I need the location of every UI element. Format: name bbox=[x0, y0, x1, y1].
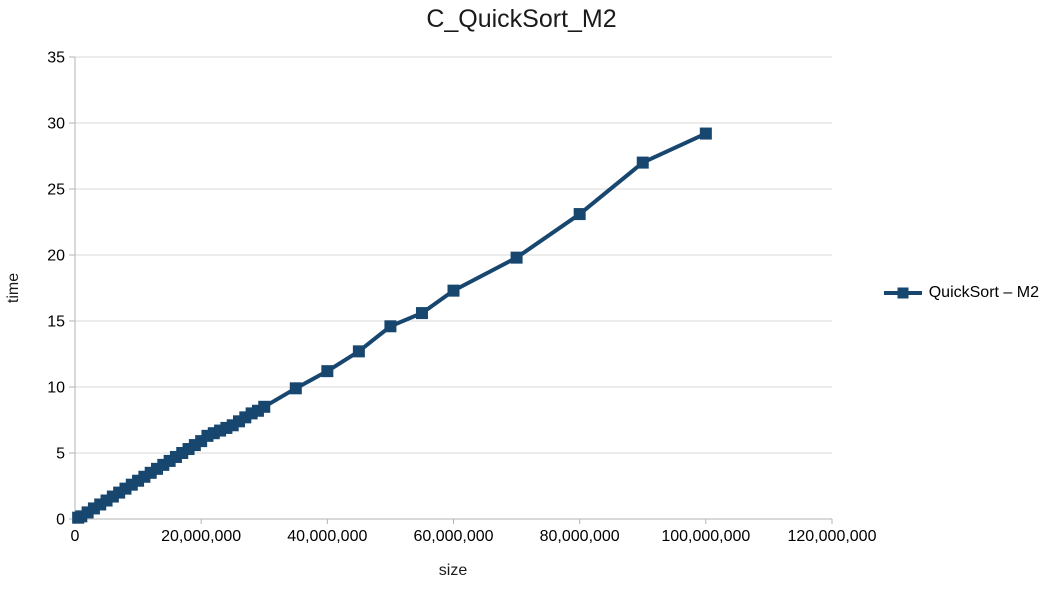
chart-title: C_QuickSort_M2 bbox=[426, 5, 617, 33]
x-tick-label: 40,000,000 bbox=[287, 528, 367, 545]
legend-label: QuickSort – M2 bbox=[928, 284, 1039, 301]
y-tick-label: 30 bbox=[47, 116, 65, 133]
y-tick-label: 5 bbox=[56, 446, 65, 463]
data-point-marker bbox=[447, 284, 460, 297]
y-tick-label: 0 bbox=[56, 512, 65, 529]
x-tick-label: 80,000,000 bbox=[540, 528, 620, 545]
data-point-marker bbox=[384, 320, 397, 333]
legend-marker-icon bbox=[883, 287, 922, 299]
data-point-marker bbox=[699, 127, 712, 140]
data-point-marker bbox=[415, 307, 428, 320]
data-point-marker bbox=[352, 345, 365, 358]
data-point-marker bbox=[251, 404, 264, 417]
data-point-marker bbox=[321, 365, 334, 378]
y-tick-label: 25 bbox=[47, 182, 65, 199]
data-point-marker bbox=[510, 251, 523, 264]
x-tick-label: 20,000,000 bbox=[161, 528, 241, 545]
x-tick-label: 0 bbox=[71, 528, 80, 545]
y-tick-label: 35 bbox=[47, 50, 65, 67]
y-tick-label: 15 bbox=[47, 314, 65, 331]
data-point-marker bbox=[258, 400, 271, 413]
x-tick-label: 100,000,000 bbox=[661, 528, 750, 545]
data-point-marker bbox=[573, 208, 586, 221]
y-tick-label: 20 bbox=[47, 248, 65, 265]
data-point-marker bbox=[636, 156, 649, 169]
x-tick-label: 120,000,000 bbox=[788, 528, 877, 545]
legend: QuickSort – M2 bbox=[883, 281, 1039, 305]
data-point-marker bbox=[289, 382, 302, 395]
y-tick-label: 10 bbox=[47, 380, 65, 397]
data-point-marker bbox=[125, 478, 138, 491]
x-axis-title: size bbox=[438, 562, 468, 579]
x-tick-label: 60,000,000 bbox=[413, 528, 493, 545]
